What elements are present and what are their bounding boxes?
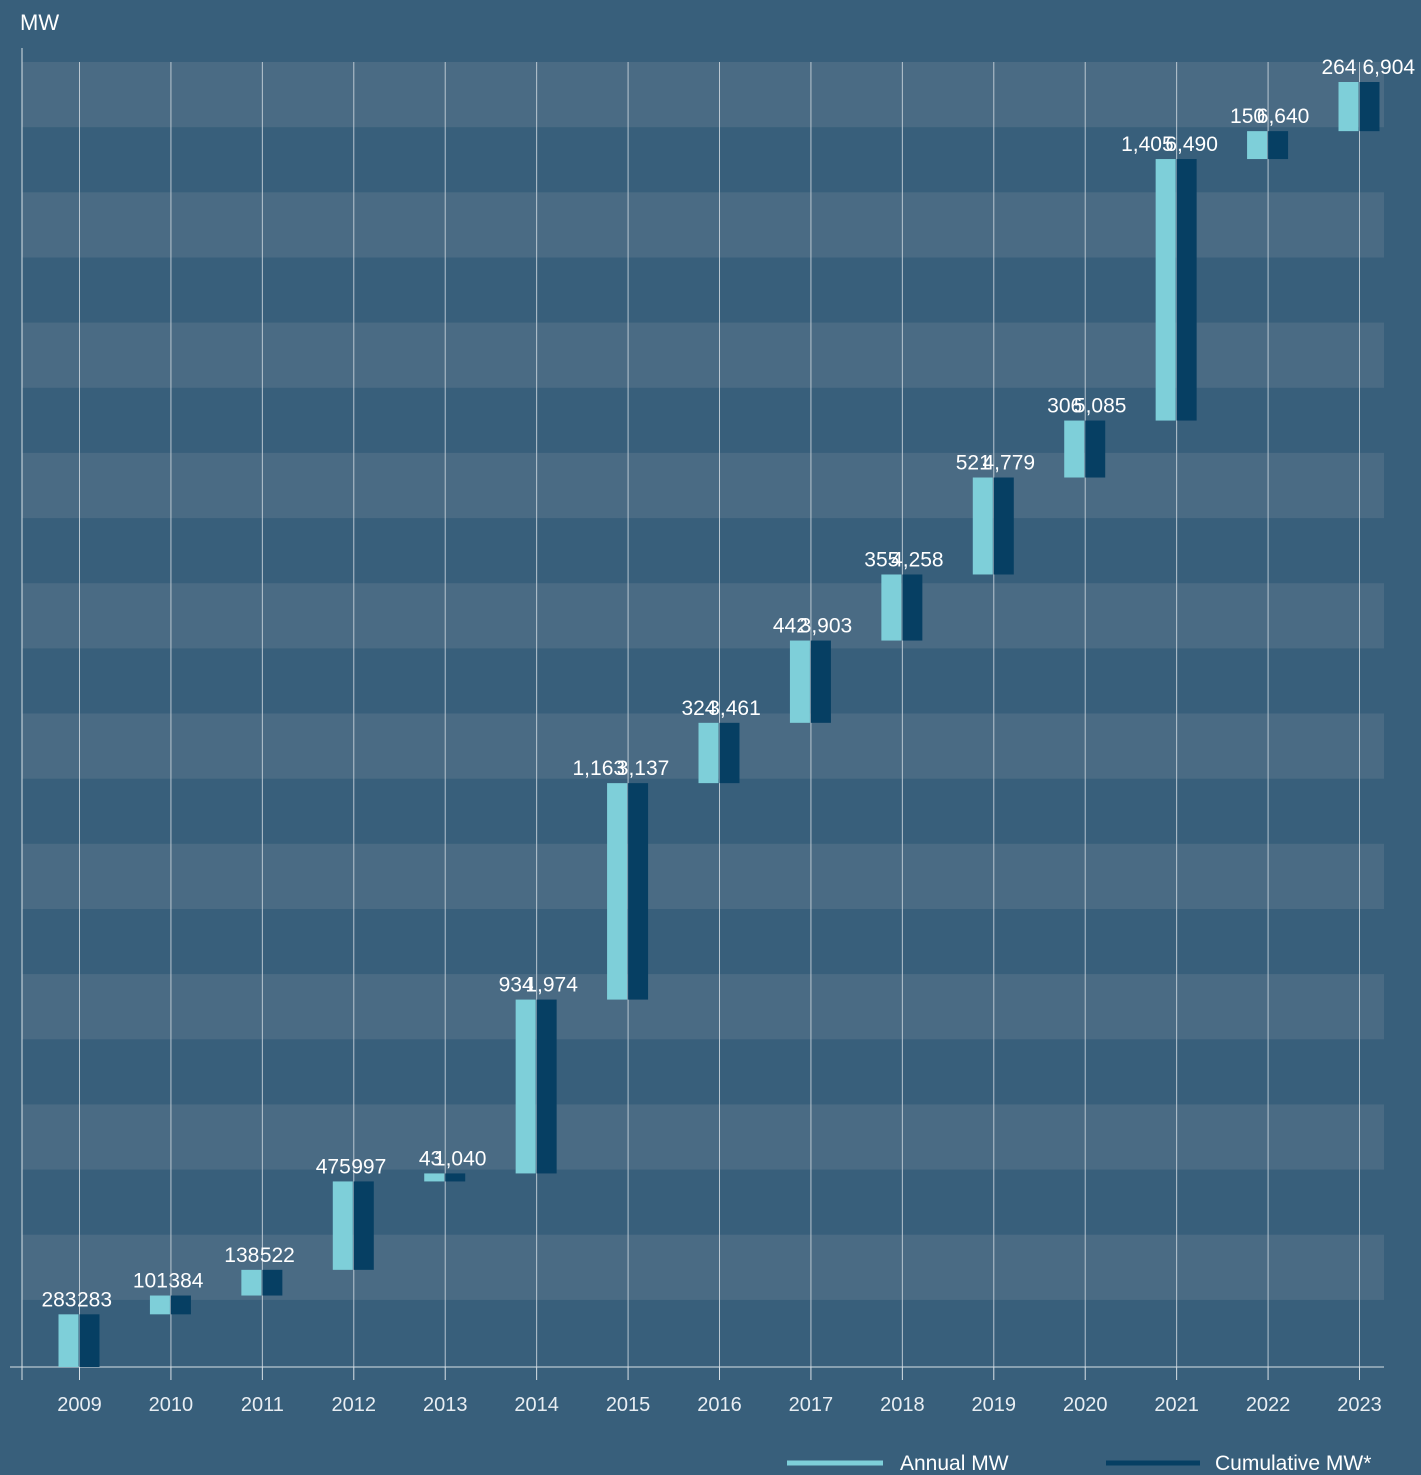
x-tick-label-2023: 2023 xyxy=(1337,1394,1382,1416)
bars xyxy=(58,82,1380,1367)
data-label-cumulative-2019: 4,779 xyxy=(983,452,1036,475)
axes xyxy=(10,48,1384,1380)
data-label-cumulative-2022: 6,640 xyxy=(1257,105,1310,128)
bar-annual-2011 xyxy=(241,1269,262,1296)
data-label-cumulative-2021: 6,490 xyxy=(1165,133,1218,156)
bar-cumulative-2009 xyxy=(79,1314,100,1367)
x-tick-label-2010: 2010 xyxy=(149,1394,194,1416)
x-tick-labels: 2009 2010 2011 2012 2013 2014 2015 2016 2017 2018… xyxy=(57,1394,1382,1416)
data-label-cumulative-2020: 5,085 xyxy=(1074,395,1127,418)
data-label-annual-2021: 1,405 xyxy=(1121,133,1174,156)
data-label-annual-2013: 43 xyxy=(419,1147,442,1170)
legend-label-annual: Annual MW xyxy=(900,1452,1009,1475)
data-label-annual-2010: 101 xyxy=(133,1270,168,1293)
data-label-cumulative-2009: 283 xyxy=(77,1288,112,1311)
bar-annual-2015 xyxy=(607,783,628,1000)
x-tick-label-2019: 2019 xyxy=(972,1394,1017,1416)
bar-cumulative-2022 xyxy=(1268,131,1289,160)
data-label-annual-2017: 442 xyxy=(773,615,808,638)
bar-cumulative-2010 xyxy=(170,1295,191,1315)
data-label-cumulative-2013: 1,040 xyxy=(434,1147,487,1170)
bar-annual-2017 xyxy=(789,640,810,723)
bar-annual-2020 xyxy=(1064,420,1085,478)
data-label-annual-2011: 138 xyxy=(224,1244,259,1267)
x-tick-label-2013: 2013 xyxy=(423,1394,468,1416)
bar-cumulative-2021 xyxy=(1176,159,1197,421)
legend-label-cumulative: Cumulative MW* xyxy=(1215,1452,1371,1475)
data-label-annual-2015: 1,163 xyxy=(573,757,626,780)
y-axis-unit-label: MW xyxy=(20,10,59,35)
background-band xyxy=(22,974,1384,1040)
bar-annual-2016 xyxy=(698,722,719,784)
x-tick-label-2009: 2009 xyxy=(57,1394,102,1416)
bar-cumulative-2014 xyxy=(536,999,557,1174)
data-label-cumulative-2023: 6,904 xyxy=(1363,56,1416,79)
data-label-cumulative-2010: 384 xyxy=(168,1270,203,1293)
bar-cumulative-2011 xyxy=(262,1269,283,1296)
data-label-annual-2014: 934 xyxy=(499,974,534,997)
bar-annual-2009 xyxy=(58,1314,79,1367)
data-label-cumulative-2011: 522 xyxy=(260,1244,295,1267)
data-label-cumulative-2015: 3,137 xyxy=(617,757,670,780)
bar-cumulative-2015 xyxy=(628,783,649,1000)
background-band xyxy=(22,452,1384,519)
bar-cumulative-2013 xyxy=(445,1173,466,1182)
legend: Annual MW Cumulative MW* xyxy=(787,1452,1371,1475)
data-label-annual-2018: 355 xyxy=(864,548,899,571)
x-tick-label-2017: 2017 xyxy=(789,1394,834,1416)
bar-annual-2014 xyxy=(515,999,536,1174)
bar-annual-2018 xyxy=(881,574,902,641)
bar-annual-2013 xyxy=(424,1173,445,1182)
background-band xyxy=(22,62,1384,128)
background-band xyxy=(22,583,1384,649)
x-tick-label-2020: 2020 xyxy=(1063,1394,1108,1416)
x-tick-label-2012: 2012 xyxy=(332,1394,377,1416)
data-label-cumulative-2016: 3,461 xyxy=(708,697,761,720)
x-tick-label-2021: 2021 xyxy=(1154,1394,1199,1416)
bar-cumulative-2016 xyxy=(719,722,740,784)
data-label-cumulative-2018: 4,258 xyxy=(891,548,944,571)
bar-cumulative-2020 xyxy=(1085,420,1106,478)
x-tick-label-2014: 2014 xyxy=(514,1394,559,1416)
data-label-annual-2012: 475 xyxy=(316,1155,351,1178)
x-tick-label-2016: 2016 xyxy=(697,1394,742,1416)
bar-cumulative-2018 xyxy=(902,574,923,641)
bar-annual-2021 xyxy=(1155,159,1176,421)
bar-annual-2022 xyxy=(1247,131,1268,160)
x-tick-label-2011: 2011 xyxy=(241,1394,284,1416)
bar-cumulative-2017 xyxy=(810,640,831,723)
data-label-annual-2022: 150 xyxy=(1230,105,1265,128)
bar-cumulative-2012 xyxy=(353,1181,374,1270)
data-label-cumulative-2014: 1,974 xyxy=(525,974,578,997)
bar-annual-2010 xyxy=(149,1295,170,1315)
data-label-annual-2020: 306 xyxy=(1047,395,1082,418)
background-band xyxy=(22,1104,1384,1170)
data-label-annual-2023: 264 xyxy=(1321,56,1356,79)
vertical-gridlines xyxy=(79,62,1360,1367)
bar-annual-2023 xyxy=(1338,82,1359,132)
x-tick-label-2015: 2015 xyxy=(606,1394,651,1416)
data-label-annual-2009: 283 xyxy=(41,1288,76,1311)
x-tick-label-2018: 2018 xyxy=(880,1394,925,1416)
bar-cumulative-2023 xyxy=(1359,82,1380,132)
bar-cumulative-2019 xyxy=(993,477,1014,575)
data-label-annual-2016: 324 xyxy=(681,697,716,720)
bar-annual-2019 xyxy=(972,477,993,575)
data-label-annual-2019: 521 xyxy=(956,452,991,475)
bar-annual-2012 xyxy=(332,1181,353,1270)
data-label-cumulative-2012: 997 xyxy=(351,1155,386,1178)
background-band xyxy=(22,843,1384,909)
data-label-cumulative-2017: 3,903 xyxy=(800,615,853,638)
x-tick-label-2022: 2022 xyxy=(1246,1394,1291,1416)
